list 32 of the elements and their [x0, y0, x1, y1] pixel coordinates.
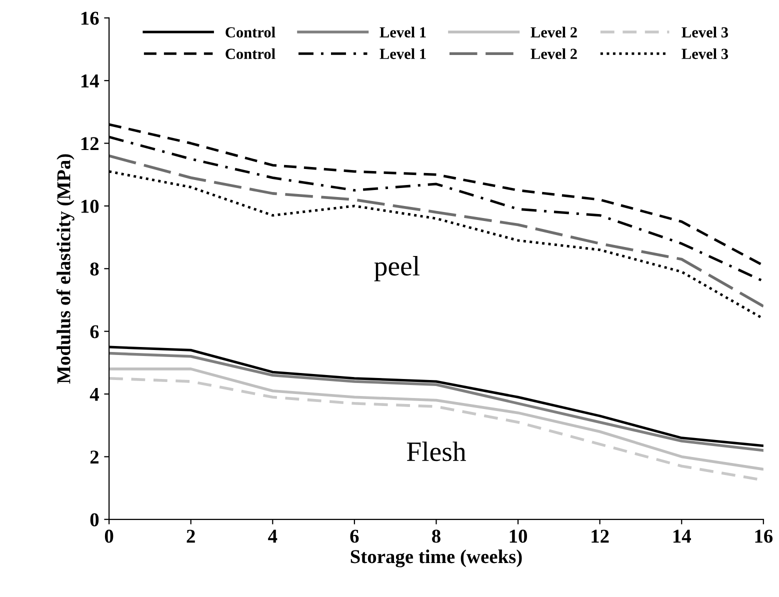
x-tick-label: 8 — [432, 530, 440, 543]
x-tick-label: 16 — [755, 530, 773, 543]
y-tick-label: 12 — [81, 137, 98, 150]
x-tick-label: 4 — [268, 530, 278, 543]
legend-label: Control — [226, 26, 276, 38]
legend-label: Level 3 — [682, 48, 728, 60]
legend-label: Level 2 — [530, 26, 577, 38]
annotation: peel — [374, 256, 420, 282]
x-tick-label: 14 — [673, 530, 691, 543]
y-tick-label: 4 — [90, 388, 99, 401]
legend-label: Level 2 — [530, 48, 577, 60]
x-tick-label: 6 — [350, 530, 359, 543]
y-axis-title: Modulus of elasticity (MPa) — [56, 154, 74, 384]
line-series — [109, 368, 764, 471]
y-tick-label: 8 — [90, 262, 99, 276]
legend-label: Level 3 — [682, 26, 728, 38]
x-tick-label: 10 — [510, 530, 528, 543]
annotation: Flesh — [406, 442, 466, 462]
y-tick-label: 16 — [81, 12, 99, 25]
x-tick-label: 2 — [186, 530, 195, 543]
y-tick-label: 2 — [90, 450, 98, 464]
y-tick-label: 0 — [90, 513, 99, 526]
line-series — [109, 154, 764, 308]
x-tick-label: 0 — [104, 530, 114, 543]
x-axis-title: Storage time (weeks) — [350, 550, 522, 568]
legend-label: Level 1 — [380, 26, 426, 38]
legend-label: Level 1 — [380, 48, 426, 60]
y-tick-label: 10 — [81, 200, 99, 213]
legend-label: Control — [226, 48, 276, 60]
y-tick-label: 14 — [81, 74, 99, 88]
x-tick-label: 12 — [592, 530, 609, 543]
y-tick-label: 6 — [90, 325, 99, 338]
